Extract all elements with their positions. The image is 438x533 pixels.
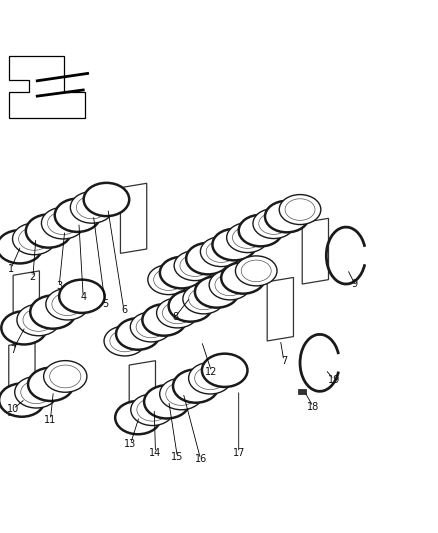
Ellipse shape [215, 274, 245, 296]
Bar [298, 389, 306, 393]
Text: 13: 13 [124, 439, 137, 449]
Ellipse shape [235, 256, 277, 286]
Ellipse shape [195, 276, 239, 308]
Ellipse shape [209, 270, 251, 300]
Text: 18: 18 [307, 402, 319, 411]
Ellipse shape [131, 394, 174, 425]
Polygon shape [9, 56, 85, 118]
Ellipse shape [26, 214, 71, 248]
Text: 5: 5 [102, 298, 108, 309]
Ellipse shape [71, 191, 113, 223]
Ellipse shape [13, 223, 56, 255]
Ellipse shape [241, 260, 271, 281]
Text: 9: 9 [352, 279, 358, 289]
Ellipse shape [76, 196, 108, 219]
Ellipse shape [44, 361, 87, 392]
Ellipse shape [265, 201, 309, 232]
Ellipse shape [189, 288, 219, 310]
Ellipse shape [202, 354, 247, 387]
Ellipse shape [154, 269, 184, 290]
Ellipse shape [46, 288, 89, 320]
Text: 19: 19 [328, 375, 340, 384]
Ellipse shape [1, 311, 47, 344]
Ellipse shape [239, 215, 283, 246]
Ellipse shape [180, 255, 210, 277]
Ellipse shape [84, 183, 129, 216]
Ellipse shape [142, 304, 186, 336]
Ellipse shape [253, 208, 294, 239]
Text: 8: 8 [172, 312, 178, 322]
Ellipse shape [194, 367, 226, 390]
Text: 1: 1 [8, 264, 14, 273]
Text: 12: 12 [205, 367, 218, 377]
Ellipse shape [221, 262, 265, 294]
Text: 7: 7 [10, 345, 16, 355]
Ellipse shape [59, 280, 105, 313]
Ellipse shape [206, 241, 236, 262]
Ellipse shape [183, 284, 225, 314]
Text: 6: 6 [121, 305, 127, 316]
Text: 14: 14 [149, 448, 162, 458]
Ellipse shape [30, 295, 76, 329]
Ellipse shape [189, 362, 232, 394]
Ellipse shape [148, 265, 189, 295]
Ellipse shape [116, 318, 160, 350]
Ellipse shape [23, 309, 54, 332]
Text: 16: 16 [194, 454, 207, 464]
Ellipse shape [28, 368, 74, 401]
Ellipse shape [173, 369, 219, 403]
Ellipse shape [160, 378, 203, 410]
Ellipse shape [49, 365, 81, 388]
Ellipse shape [18, 228, 50, 251]
Ellipse shape [17, 304, 60, 336]
Ellipse shape [156, 298, 198, 328]
Ellipse shape [186, 243, 230, 274]
Ellipse shape [144, 385, 190, 418]
Text: 7: 7 [281, 356, 287, 366]
Ellipse shape [104, 326, 145, 356]
Ellipse shape [52, 293, 83, 316]
Text: 3: 3 [56, 281, 62, 291]
Ellipse shape [162, 302, 192, 324]
Text: 15: 15 [171, 452, 184, 462]
Ellipse shape [169, 290, 212, 322]
Text: 10: 10 [7, 404, 19, 414]
Ellipse shape [15, 376, 58, 408]
Ellipse shape [166, 383, 197, 405]
Text: 11: 11 [44, 415, 57, 425]
Ellipse shape [136, 316, 166, 338]
Ellipse shape [110, 330, 140, 352]
Text: 2: 2 [30, 272, 36, 282]
Ellipse shape [212, 229, 256, 260]
Ellipse shape [233, 227, 262, 248]
Ellipse shape [160, 257, 204, 288]
Ellipse shape [259, 213, 289, 235]
Text: 17: 17 [233, 448, 245, 458]
Ellipse shape [285, 199, 315, 220]
Ellipse shape [47, 212, 79, 235]
Ellipse shape [21, 381, 52, 403]
Ellipse shape [130, 312, 172, 342]
Ellipse shape [0, 383, 45, 417]
Ellipse shape [137, 398, 168, 421]
Ellipse shape [226, 223, 268, 253]
Ellipse shape [115, 401, 161, 434]
Ellipse shape [0, 230, 42, 263]
Ellipse shape [174, 251, 216, 280]
Ellipse shape [279, 195, 321, 224]
Ellipse shape [42, 207, 85, 239]
Ellipse shape [200, 237, 242, 266]
Text: 4: 4 [80, 292, 86, 302]
Ellipse shape [55, 199, 100, 232]
